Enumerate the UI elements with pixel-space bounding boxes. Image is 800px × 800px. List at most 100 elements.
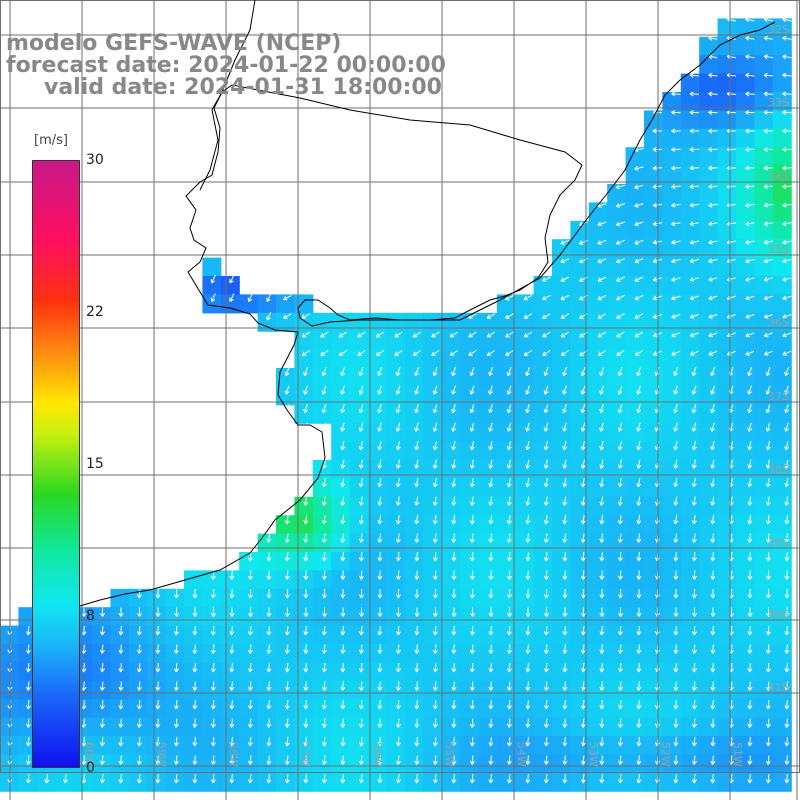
wind-cell: [772, 55, 792, 75]
wind-cell: [257, 533, 277, 553]
wind-arrow: [303, 699, 309, 710]
wind-cell: [460, 625, 479, 645]
wind-cell: [276, 772, 295, 792]
wind-cell: [662, 570, 682, 590]
wind-cell: [404, 552, 424, 571]
wind-cell: [349, 662, 369, 682]
wind-cell: [478, 588, 498, 608]
wind-arrow: [599, 367, 604, 377]
wind-cell: [239, 607, 259, 627]
wind-arrow: [543, 681, 549, 691]
wind-cell: [460, 552, 479, 571]
wind-cell: [717, 680, 737, 700]
wind-cell: [257, 736, 277, 755]
wind-arrow: [229, 662, 235, 673]
wind-cell: [570, 644, 590, 663]
wind-cell: [368, 460, 387, 479]
wind-arrow: [340, 459, 346, 469]
wind-arrow: [377, 478, 383, 488]
wind-cell: [441, 423, 461, 443]
wind-arrow: [284, 367, 290, 377]
wind-cell: [478, 349, 498, 369]
wind-cell: [349, 533, 369, 553]
wind-cell: [220, 607, 240, 627]
wind-cell: [239, 644, 259, 663]
wind-cell: [441, 496, 461, 516]
wind-cell: [736, 128, 755, 148]
wind-cell: [644, 368, 663, 387]
wind-arrow: [506, 570, 512, 580]
wind-cell: [386, 717, 406, 737]
wind-cell: [423, 607, 443, 627]
wind-arrow: [784, 588, 790, 599]
wind-cell: [496, 312, 516, 332]
wind-cell: [349, 368, 369, 387]
wind-cell: [772, 478, 792, 498]
wind-cell: [368, 423, 387, 443]
lat-label: 41S: [768, 681, 789, 694]
wind-arrow: [597, 350, 606, 356]
wind-arrow: [247, 681, 253, 691]
wind-cell: [736, 460, 755, 479]
wind-arrow: [525, 625, 531, 636]
wind-arrow: [451, 699, 457, 710]
wind-arrow: [25, 699, 31, 710]
wind-arrow: [469, 699, 475, 710]
wind-cell: [478, 754, 498, 774]
wind-cell: [496, 699, 516, 719]
wind-cell: [588, 386, 608, 406]
wind-arrow: [562, 718, 568, 728]
wind-cell: [717, 128, 737, 148]
wind-cell: [368, 607, 387, 627]
wind-cell: [754, 276, 774, 295]
wind-arrow: [247, 736, 253, 747]
wind-arrow: [340, 422, 346, 432]
wind-cell: [441, 588, 461, 608]
wind-cell: [202, 717, 222, 737]
wind-arrow: [506, 496, 512, 506]
wind-arrow: [432, 773, 438, 784]
wind-cell: [423, 570, 443, 590]
wind-arrow: [469, 404, 475, 414]
wind-arrow: [560, 239, 570, 245]
wind-arrow: [303, 367, 308, 377]
wind-arrow: [395, 607, 402, 617]
wind-cell: [662, 496, 682, 516]
wind-cell: [460, 331, 479, 351]
wind-cell: [368, 441, 387, 461]
wind-cell: [588, 423, 608, 443]
wind-cell: [515, 312, 535, 332]
wind-arrow: [414, 533, 420, 543]
wind-cell: [331, 312, 351, 332]
wind-cell: [349, 717, 369, 737]
wind-arrow: [617, 662, 623, 673]
wind-arrow: [763, 165, 774, 171]
wind-arrow: [321, 625, 327, 636]
wind-cell: [533, 680, 553, 700]
wind-cell: [736, 36, 755, 56]
wind-arrow: [358, 588, 364, 599]
wind-arrow: [377, 755, 383, 765]
wind-arrow: [708, 221, 718, 227]
wind-arrow: [747, 514, 753, 525]
wind-cell: [257, 625, 277, 645]
wind-cell: [515, 662, 535, 682]
wind-arrow: [358, 736, 364, 747]
wind-cell: [736, 662, 755, 682]
wind-cell: [312, 644, 332, 663]
wind-cell: [717, 533, 737, 553]
wind-arrow: [432, 533, 438, 543]
wind-arrow: [488, 533, 494, 543]
wind-arrow: [506, 662, 512, 673]
wind-arrow: [340, 773, 346, 784]
wind-arrow: [689, 350, 699, 356]
wind-cell: [717, 386, 737, 406]
wind-cell: [552, 515, 571, 535]
wind-arrow: [99, 736, 105, 747]
wind-cell: [368, 772, 387, 792]
wind-cell: [607, 699, 627, 719]
wind-arrow: [488, 662, 494, 673]
wind-cell: [404, 441, 424, 461]
wind-cell: [349, 625, 369, 645]
